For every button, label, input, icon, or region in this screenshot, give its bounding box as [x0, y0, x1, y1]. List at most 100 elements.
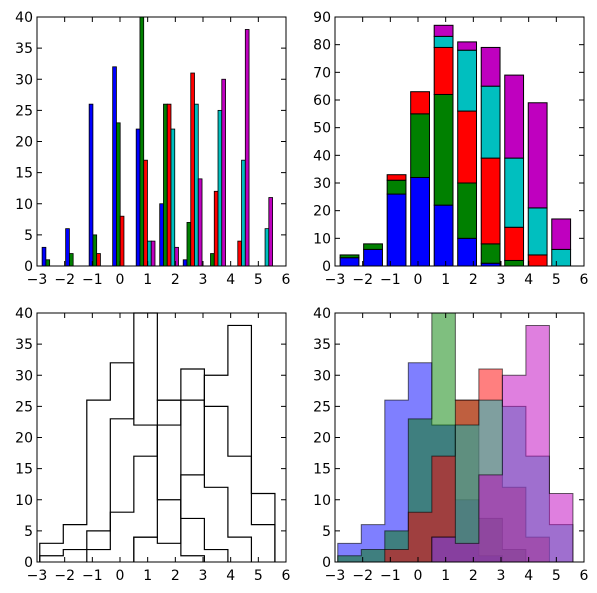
x-tick-label: 5 — [254, 568, 263, 584]
y-tick-label: 10 — [15, 197, 33, 213]
y-tick-label: 90 — [313, 10, 331, 26]
stacked-bar-segment — [410, 113, 430, 178]
stacked-bar-segment — [527, 254, 548, 267]
histogram-bar — [217, 109, 223, 267]
histogram-bar — [194, 103, 199, 267]
stacked-bar-segment — [433, 93, 454, 206]
y-tick-label: 15 — [15, 166, 33, 182]
x-tick-label: 5 — [254, 272, 263, 288]
histogram-bar — [210, 253, 215, 267]
y-tick-label: 80 — [313, 38, 331, 54]
stacked-bar-segment — [410, 176, 430, 267]
stacked-bar-segment — [433, 24, 454, 37]
stacked-bar-segment — [480, 157, 501, 245]
stacked-bar-segment — [457, 49, 478, 112]
histogram-bar — [150, 240, 156, 267]
stacked-bar-segment — [386, 174, 407, 181]
y-tick-label: 30 — [15, 72, 33, 88]
y-tick-label: 5 — [24, 524, 33, 540]
y-tick-label: 60 — [313, 93, 331, 109]
grouped-histogram-panel: −3 −2 −1 0 1 2 3 4 5 6 0 5 10 15 20 25 30 35 40 — [15, 10, 290, 288]
axes-frame — [36, 16, 287, 267]
x-tick-label: −3 — [325, 272, 346, 288]
histogram-bar — [45, 259, 51, 267]
x-tick-label: −1 — [380, 568, 401, 584]
x-tick-label: 1 — [441, 568, 450, 584]
x-tick-label: 6 — [282, 272, 291, 288]
stacked-bar-segment — [457, 182, 478, 239]
x-tick-label: 2 — [171, 272, 180, 288]
y-tick-label: 35 — [15, 41, 33, 57]
histogram-bar — [268, 197, 273, 267]
x-tick-label: 2 — [469, 568, 478, 584]
stacked-bar-segment — [339, 254, 360, 259]
y-tick-label: 35 — [313, 337, 331, 353]
y-tick-label: 10 — [15, 493, 33, 509]
histogram-bar — [166, 103, 172, 267]
x-tick-label: 3 — [497, 272, 506, 288]
y-tick-label: 40 — [313, 148, 331, 164]
histogram-bar — [88, 103, 94, 267]
stacked-bar-segment — [504, 259, 525, 267]
x-tick-label: 6 — [580, 568, 589, 584]
y-tick-label: 25 — [15, 103, 33, 119]
stacked-bar-segment — [480, 243, 501, 264]
histogram-bar — [170, 128, 176, 267]
x-tick-label: 1 — [143, 568, 152, 584]
histogram-bar — [221, 78, 226, 267]
y-tick-label: 20 — [313, 204, 331, 220]
x-tick-label: −3 — [325, 568, 346, 584]
x-tick-label: 1 — [441, 272, 450, 288]
stacked-bar-segment — [363, 243, 383, 250]
y-tick-label: 30 — [15, 368, 33, 384]
y-tick-label: 40 — [313, 306, 331, 322]
x-tick-label: −1 — [82, 568, 103, 584]
y-tick-label: 20 — [15, 135, 33, 151]
stacked-bar-segment — [339, 257, 360, 267]
histogram-bar — [159, 203, 164, 267]
x-tick-label: 4 — [524, 272, 533, 288]
stacked-bar-segment — [504, 74, 525, 159]
filled-step-histogram-panel: −3 −2 −1 0 1 2 3 4 5 6 0 5 10 15 20 25 30 35 40 — [313, 306, 588, 584]
x-tick-label: −2 — [352, 272, 373, 288]
histogram-bar — [116, 122, 121, 267]
x-tick-label: 6 — [282, 568, 291, 584]
y-tick-label: 0 — [24, 555, 33, 571]
x-tick-label: 4 — [524, 568, 533, 584]
stacked-bar-segment — [457, 41, 478, 51]
y-tick-label: 70 — [313, 65, 331, 81]
histogram-bar — [163, 103, 168, 267]
y-tick-label: 50 — [313, 121, 331, 137]
x-tick-label: −2 — [54, 272, 75, 288]
x-tick-label: −1 — [380, 272, 401, 288]
stacked-bar-segment — [433, 204, 454, 267]
histogram-bar — [213, 190, 219, 267]
histogram-bar — [190, 72, 195, 267]
step-series-line — [39, 312, 229, 562]
x-tick-label: 4 — [226, 568, 235, 584]
x-tick-label: 3 — [199, 568, 208, 584]
stacked-bar-segment — [386, 193, 407, 267]
x-tick-label: 3 — [199, 272, 208, 288]
x-tick-label: 5 — [552, 568, 561, 584]
histogram-bar — [143, 159, 148, 267]
x-tick-label: −2 — [54, 568, 75, 584]
stacked-bar-segment — [527, 207, 548, 256]
histogram-bar — [96, 253, 101, 267]
stacked-bar-segment — [433, 46, 454, 95]
x-tick-label: 0 — [414, 272, 423, 288]
x-tick-label: −3 — [27, 272, 48, 288]
histogram-bar — [241, 159, 246, 267]
x-tick-label: 3 — [497, 568, 506, 584]
stacked-bar-segment — [504, 226, 525, 261]
axes-frame — [334, 16, 585, 267]
plot-area — [339, 24, 572, 267]
y-tick-label: 40 — [15, 10, 33, 26]
x-tick-label: 2 — [469, 272, 478, 288]
y-tick-label: 20 — [313, 431, 331, 447]
y-tick-label: 0 — [24, 259, 33, 275]
stacked-bar-segment — [551, 248, 572, 267]
y-tick-label: 35 — [15, 337, 33, 353]
